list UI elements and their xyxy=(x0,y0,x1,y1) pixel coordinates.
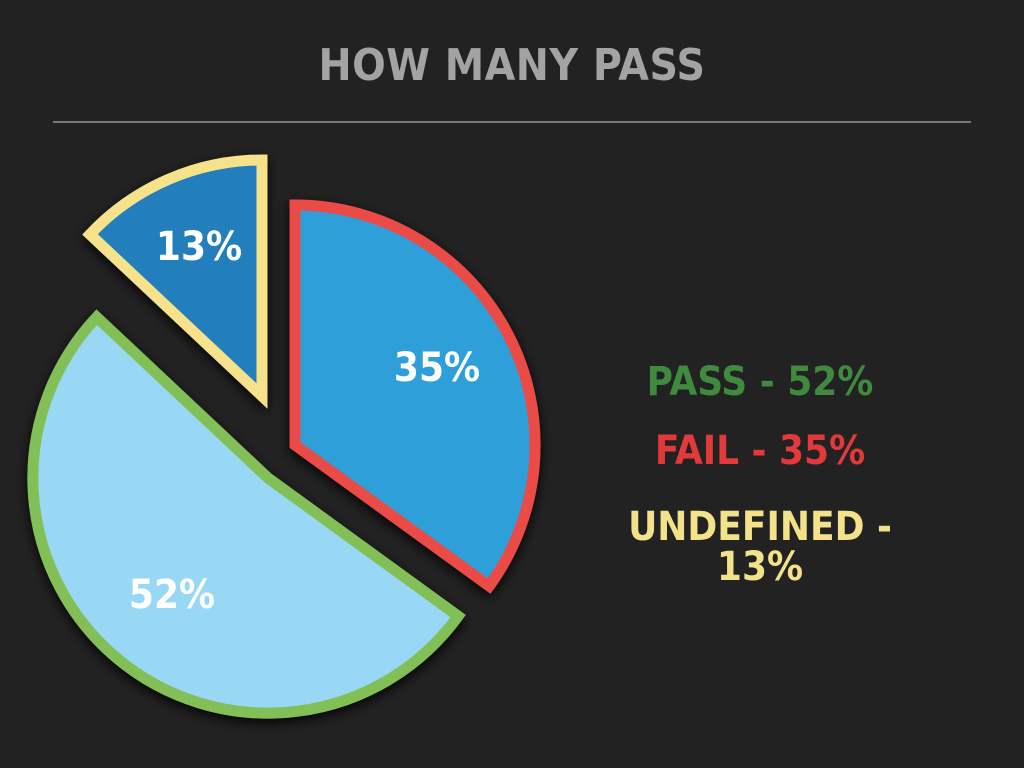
legend-undefined: UNDEFINED - 13% xyxy=(560,507,960,587)
title-divider xyxy=(53,121,971,123)
legend-fail: FAIL - 35% xyxy=(654,428,866,474)
slice-label-undefined: 13% xyxy=(156,224,242,270)
legend-undefined-line2: 13% xyxy=(716,544,804,590)
pie-slice-undefined xyxy=(82,154,268,409)
pie-slice-fail xyxy=(289,199,541,594)
slice-label-fail: 35% xyxy=(394,345,480,391)
pie-slice-pass xyxy=(27,309,466,719)
chart-title: HOW MANY PASS xyxy=(318,40,706,91)
legend-undefined-line1: UNDEFINED - xyxy=(628,504,892,550)
legend-pass: PASS - 52% xyxy=(646,359,874,405)
slice-label-pass: 52% xyxy=(129,572,215,618)
